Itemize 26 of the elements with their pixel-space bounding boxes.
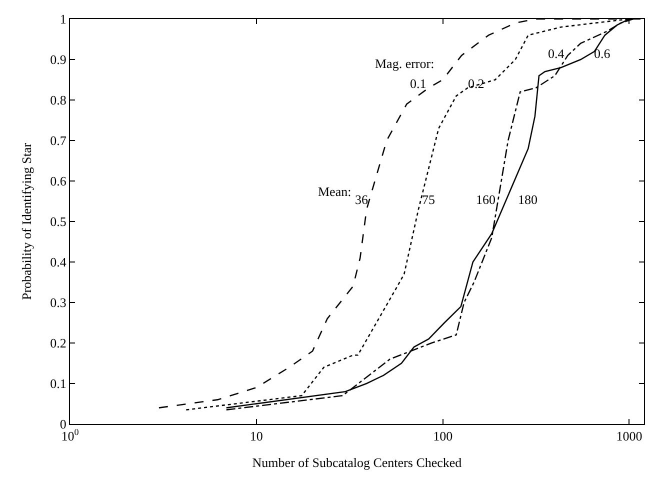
y-tick-label: 0.5 bbox=[50, 214, 66, 230]
y-tick-label: 0.3 bbox=[50, 295, 66, 310]
y-tick-label: 0 bbox=[60, 416, 66, 432]
annotation: 180 bbox=[518, 192, 538, 207]
x-tick-label: 10 bbox=[250, 428, 263, 444]
annotation: Mag. error: bbox=[375, 56, 434, 71]
annotation: 160 bbox=[476, 192, 496, 207]
annotation: 0.4 bbox=[548, 46, 565, 61]
y-tick-label: 0.6 bbox=[50, 174, 67, 189]
annotation: Mean: bbox=[318, 184, 352, 199]
annotation: 0.6 bbox=[594, 46, 611, 61]
y-axis-title: Probability of Identifying Star bbox=[19, 142, 34, 300]
annotation: 0.1 bbox=[410, 76, 426, 91]
y-tick-label: 0.1 bbox=[50, 376, 66, 392]
annotation: 0.2 bbox=[468, 76, 484, 91]
y-tick-label: 0.7 bbox=[50, 133, 67, 148]
x-axis-title: Number of Subcatalog Centers Checked bbox=[252, 455, 462, 470]
y-tick-label: 0.2 bbox=[50, 336, 66, 351]
y-tick-label: 0.4 bbox=[50, 254, 67, 270]
annotation: 36 bbox=[355, 192, 368, 207]
x-tick-label: 100 bbox=[433, 428, 453, 444]
y-tick-label: 0.9 bbox=[50, 52, 66, 68]
x-tick-label: 1000 bbox=[616, 428, 642, 444]
y-tick-label: 1 bbox=[60, 12, 66, 27]
y-tick-label: 0.8 bbox=[50, 92, 66, 108]
annotation: 75 bbox=[422, 192, 435, 207]
